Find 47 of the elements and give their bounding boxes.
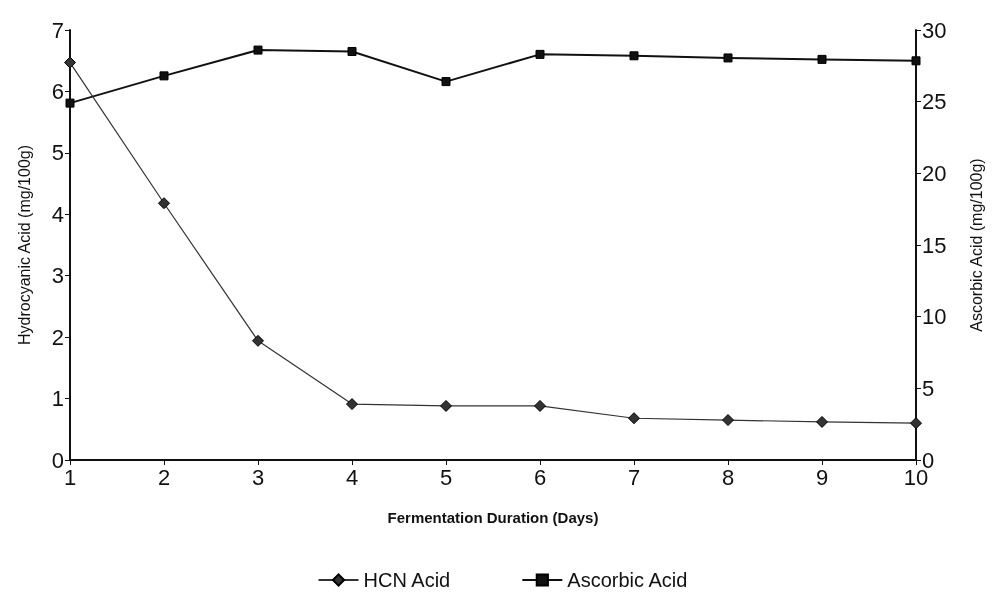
x-tick-label: 2 — [157, 464, 171, 490]
x-tick-label: 9 — [815, 464, 829, 490]
point — [534, 399, 546, 412]
y2-tick-label: 10 — [922, 304, 947, 330]
y-tick-label: 2 — [51, 324, 64, 350]
y-axis-title: Hydrocyanic Acid (mg/100g) — [15, 144, 33, 346]
point — [535, 49, 545, 59]
point — [253, 45, 263, 55]
y-tick-label: 6 — [51, 78, 64, 104]
x-tick-label: 4 — [345, 464, 359, 490]
point — [911, 56, 921, 66]
x-tick-label: 3 — [251, 464, 265, 490]
point — [158, 197, 170, 210]
y2-tick-label: 20 — [922, 160, 947, 186]
point — [159, 71, 169, 81]
y2-tick-label: 30 — [922, 17, 947, 43]
x-tick-label: 6 — [533, 464, 547, 490]
point — [910, 417, 922, 430]
y-tick-label: 7 — [51, 17, 64, 43]
y-tick-label: 0 — [51, 447, 64, 473]
point — [65, 98, 75, 108]
y-tick-label: 5 — [51, 140, 64, 166]
point — [440, 399, 452, 412]
legend-label: HCN Acid — [363, 569, 451, 591]
point — [346, 398, 358, 411]
point — [252, 334, 264, 347]
point — [347, 47, 357, 56]
point — [64, 56, 76, 69]
point — [628, 412, 640, 425]
y-tick-label: 4 — [51, 201, 64, 227]
x-tick-label: 5 — [439, 464, 453, 490]
x-axis-title: Fermentation Duration (Days) — [387, 509, 599, 526]
point — [723, 53, 733, 63]
legend-label: Ascorbic Acid — [567, 569, 688, 591]
point — [817, 54, 827, 64]
point — [816, 415, 828, 428]
y2-tick-label: 5 — [922, 375, 935, 401]
y2-axis-title: Ascorbic Acid (mg/100g) — [967, 158, 985, 332]
y-tick-label: 1 — [51, 386, 64, 412]
y2-tick-label: 15 — [922, 232, 947, 258]
y2-tick-label: 25 — [922, 89, 947, 115]
point — [441, 77, 451, 87]
y-tick-label: 3 — [51, 263, 64, 289]
x-tick-label: 8 — [721, 464, 735, 490]
x-tick-label: 7 — [627, 464, 641, 490]
point — [629, 51, 639, 61]
point — [722, 414, 734, 427]
